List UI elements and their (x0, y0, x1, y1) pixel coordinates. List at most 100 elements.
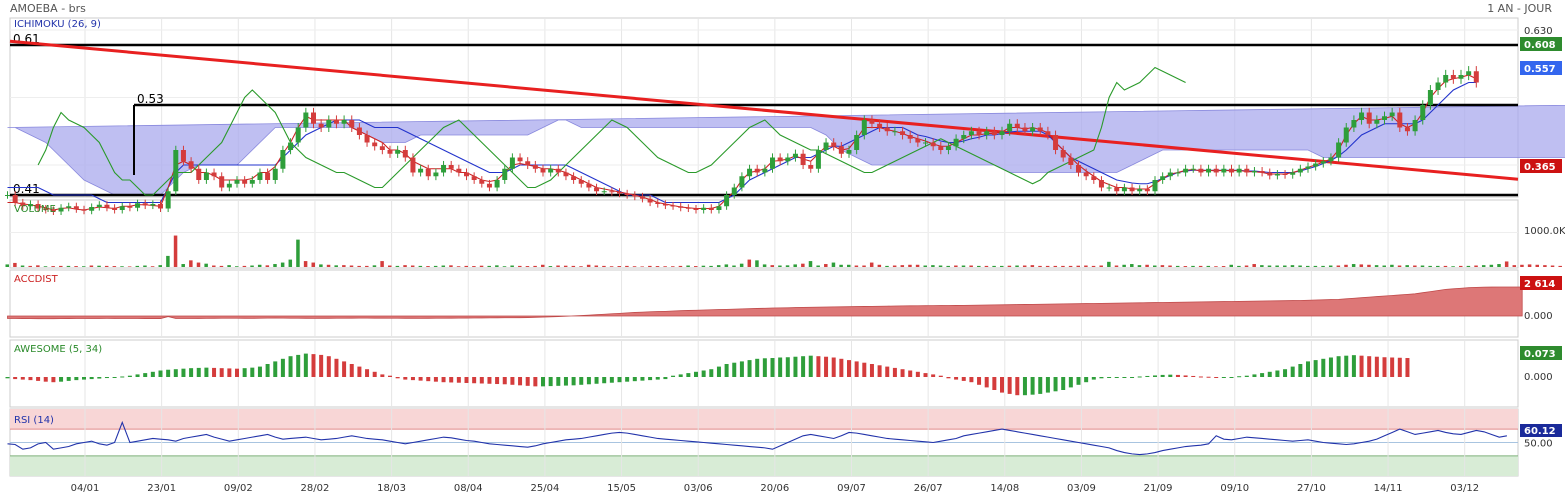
volume-bar (938, 265, 943, 267)
volume-bar (212, 265, 216, 267)
candle (1412, 120, 1418, 132)
awesome-bar (479, 377, 484, 384)
awesome-bar (762, 358, 767, 377)
awesome-tag (1520, 346, 1562, 360)
awesome-bar (793, 356, 798, 377)
candle (1190, 168, 1196, 170)
volume-bar (502, 266, 507, 267)
volume-bar (1145, 264, 1149, 267)
volume-bar (1267, 265, 1272, 267)
candle (884, 127, 890, 132)
awesome-bar (472, 377, 477, 384)
awesome-bar (449, 377, 454, 383)
volume-bar (671, 266, 675, 267)
candle (1045, 131, 1051, 135)
volume-bar (1030, 265, 1035, 267)
awesome-bar (724, 364, 729, 377)
awesome-bar (541, 377, 545, 387)
candle (662, 204, 668, 206)
volume-bar (1130, 264, 1134, 267)
x-tick-label: 03/09 (1067, 483, 1096, 494)
volume-bar (303, 261, 308, 267)
volume-bar (1397, 265, 1402, 267)
volume-bar (961, 265, 966, 267)
awesome-bar (1168, 374, 1173, 377)
volume-bar (1061, 265, 1065, 267)
volume-bar (1306, 265, 1310, 267)
awesome-bar (219, 368, 224, 377)
awesome-bar (1367, 356, 1372, 377)
volume-bar (946, 265, 950, 267)
volume-bar (762, 264, 767, 267)
awesome-bar (112, 377, 117, 378)
candle (1068, 157, 1074, 165)
candle (831, 142, 837, 147)
candle (1121, 187, 1127, 192)
volume-bar (778, 265, 782, 267)
awesome-bar (785, 357, 790, 377)
volume-bar (1191, 265, 1195, 267)
x-tick-label: 28/02 (301, 483, 330, 494)
awesome-bar (525, 377, 530, 386)
awesome-bar (181, 368, 186, 377)
x-tick-label: 08/04 (454, 483, 483, 494)
awesome-bar (671, 375, 676, 377)
awesome-bar (923, 373, 928, 377)
awesome-bar (51, 377, 56, 383)
volume-bar (196, 262, 201, 267)
awesome-bar (1030, 377, 1035, 395)
candle (448, 165, 454, 169)
x-tick-label: 09/02 (224, 483, 253, 494)
awesome-bar (609, 377, 614, 383)
candle (754, 168, 760, 173)
volume-bar (892, 265, 897, 267)
candle (991, 131, 997, 135)
volume-bar (227, 265, 231, 267)
candle (50, 210, 56, 212)
awesome-bar (709, 369, 714, 377)
candle (58, 207, 64, 212)
candle (479, 180, 485, 184)
volume-bar (869, 262, 874, 267)
awesome-bar (13, 377, 18, 380)
volume-bar (1260, 265, 1264, 267)
volume-bar (931, 265, 935, 267)
candle (1106, 187, 1112, 189)
volume-bar (984, 265, 989, 267)
period-selector[interactable]: 1 AN - JOUR (1487, 2, 1552, 15)
candle (1359, 112, 1365, 120)
volume-bar (112, 266, 117, 267)
volume-bar (265, 265, 270, 267)
candle (808, 165, 814, 169)
awesome-bar (1321, 358, 1326, 377)
volume-bar (1344, 264, 1348, 267)
awesome-bar (877, 365, 882, 377)
volume-bar (1045, 265, 1050, 267)
volume-bar (594, 265, 599, 267)
awesome-bar (632, 377, 637, 382)
volume-bar (1290, 265, 1295, 267)
awesome-bar (533, 377, 538, 387)
awesome-bar (173, 369, 178, 377)
volume-bar (785, 265, 790, 267)
candle (127, 206, 133, 208)
candle (20, 202, 26, 207)
awesome-bar (686, 373, 691, 377)
candle (670, 205, 676, 207)
awesome-bar (250, 367, 255, 377)
candle (632, 195, 638, 197)
candle (425, 168, 431, 177)
candle (1213, 168, 1219, 173)
awesome-bar (196, 367, 201, 377)
y-tick-label: 0.000 (1524, 372, 1553, 383)
candle (1458, 75, 1464, 79)
candle (548, 168, 554, 173)
candle (739, 176, 745, 188)
candle (1183, 168, 1189, 173)
volume-bar (518, 265, 522, 267)
volume-bar (1022, 265, 1027, 267)
awesome-bar (487, 377, 492, 384)
volume-bar (43, 266, 48, 267)
volume-bar (1168, 265, 1172, 267)
price-tag-label: 0.365 (1524, 162, 1556, 173)
